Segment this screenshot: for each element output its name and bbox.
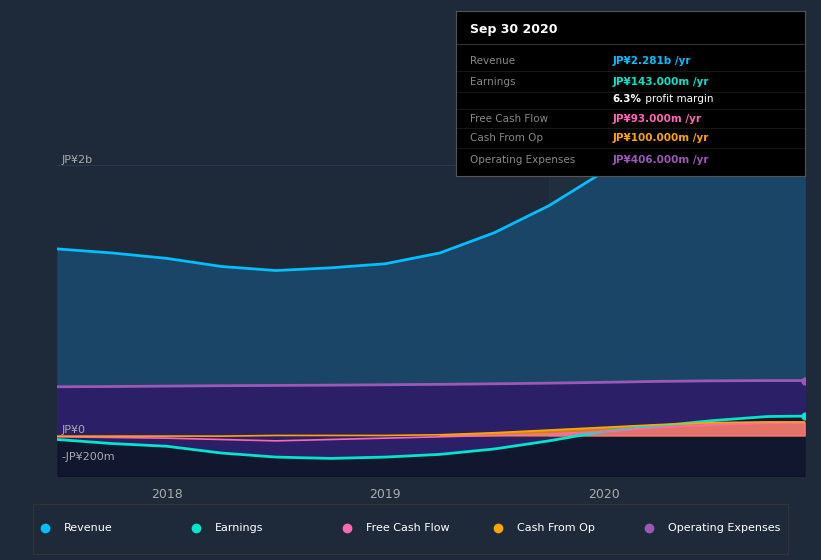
Text: 6.3%: 6.3%: [612, 94, 642, 104]
Text: Revenue: Revenue: [64, 523, 112, 533]
Text: JP¥93.000m /yr: JP¥93.000m /yr: [612, 114, 702, 124]
Text: -JP¥200m: -JP¥200m: [62, 452, 116, 463]
Text: JP¥0: JP¥0: [62, 426, 86, 436]
Text: 2020: 2020: [588, 488, 620, 501]
Text: Free Cash Flow: Free Cash Flow: [366, 523, 450, 533]
Text: profit margin: profit margin: [642, 94, 713, 104]
Text: Earnings: Earnings: [470, 77, 515, 87]
Text: 2018: 2018: [151, 488, 182, 501]
Text: Sep 30 2020: Sep 30 2020: [470, 23, 557, 36]
Text: Cash From Op: Cash From Op: [517, 523, 595, 533]
Text: JP¥2.281b /yr: JP¥2.281b /yr: [612, 56, 691, 66]
Text: Operating Expenses: Operating Expenses: [668, 523, 781, 533]
Text: Earnings: Earnings: [215, 523, 264, 533]
Text: JP¥2b: JP¥2b: [62, 155, 93, 165]
Text: Free Cash Flow: Free Cash Flow: [470, 114, 548, 124]
Text: JP¥406.000m /yr: JP¥406.000m /yr: [612, 155, 709, 165]
Text: JP¥100.000m /yr: JP¥100.000m /yr: [612, 133, 709, 143]
Text: Operating Expenses: Operating Expenses: [470, 155, 575, 165]
Text: Cash From Op: Cash From Op: [470, 133, 543, 143]
Text: 2019: 2019: [369, 488, 401, 501]
Text: Revenue: Revenue: [470, 56, 515, 66]
Text: JP¥143.000m /yr: JP¥143.000m /yr: [612, 77, 709, 87]
Bar: [549, 84, 805, 476]
